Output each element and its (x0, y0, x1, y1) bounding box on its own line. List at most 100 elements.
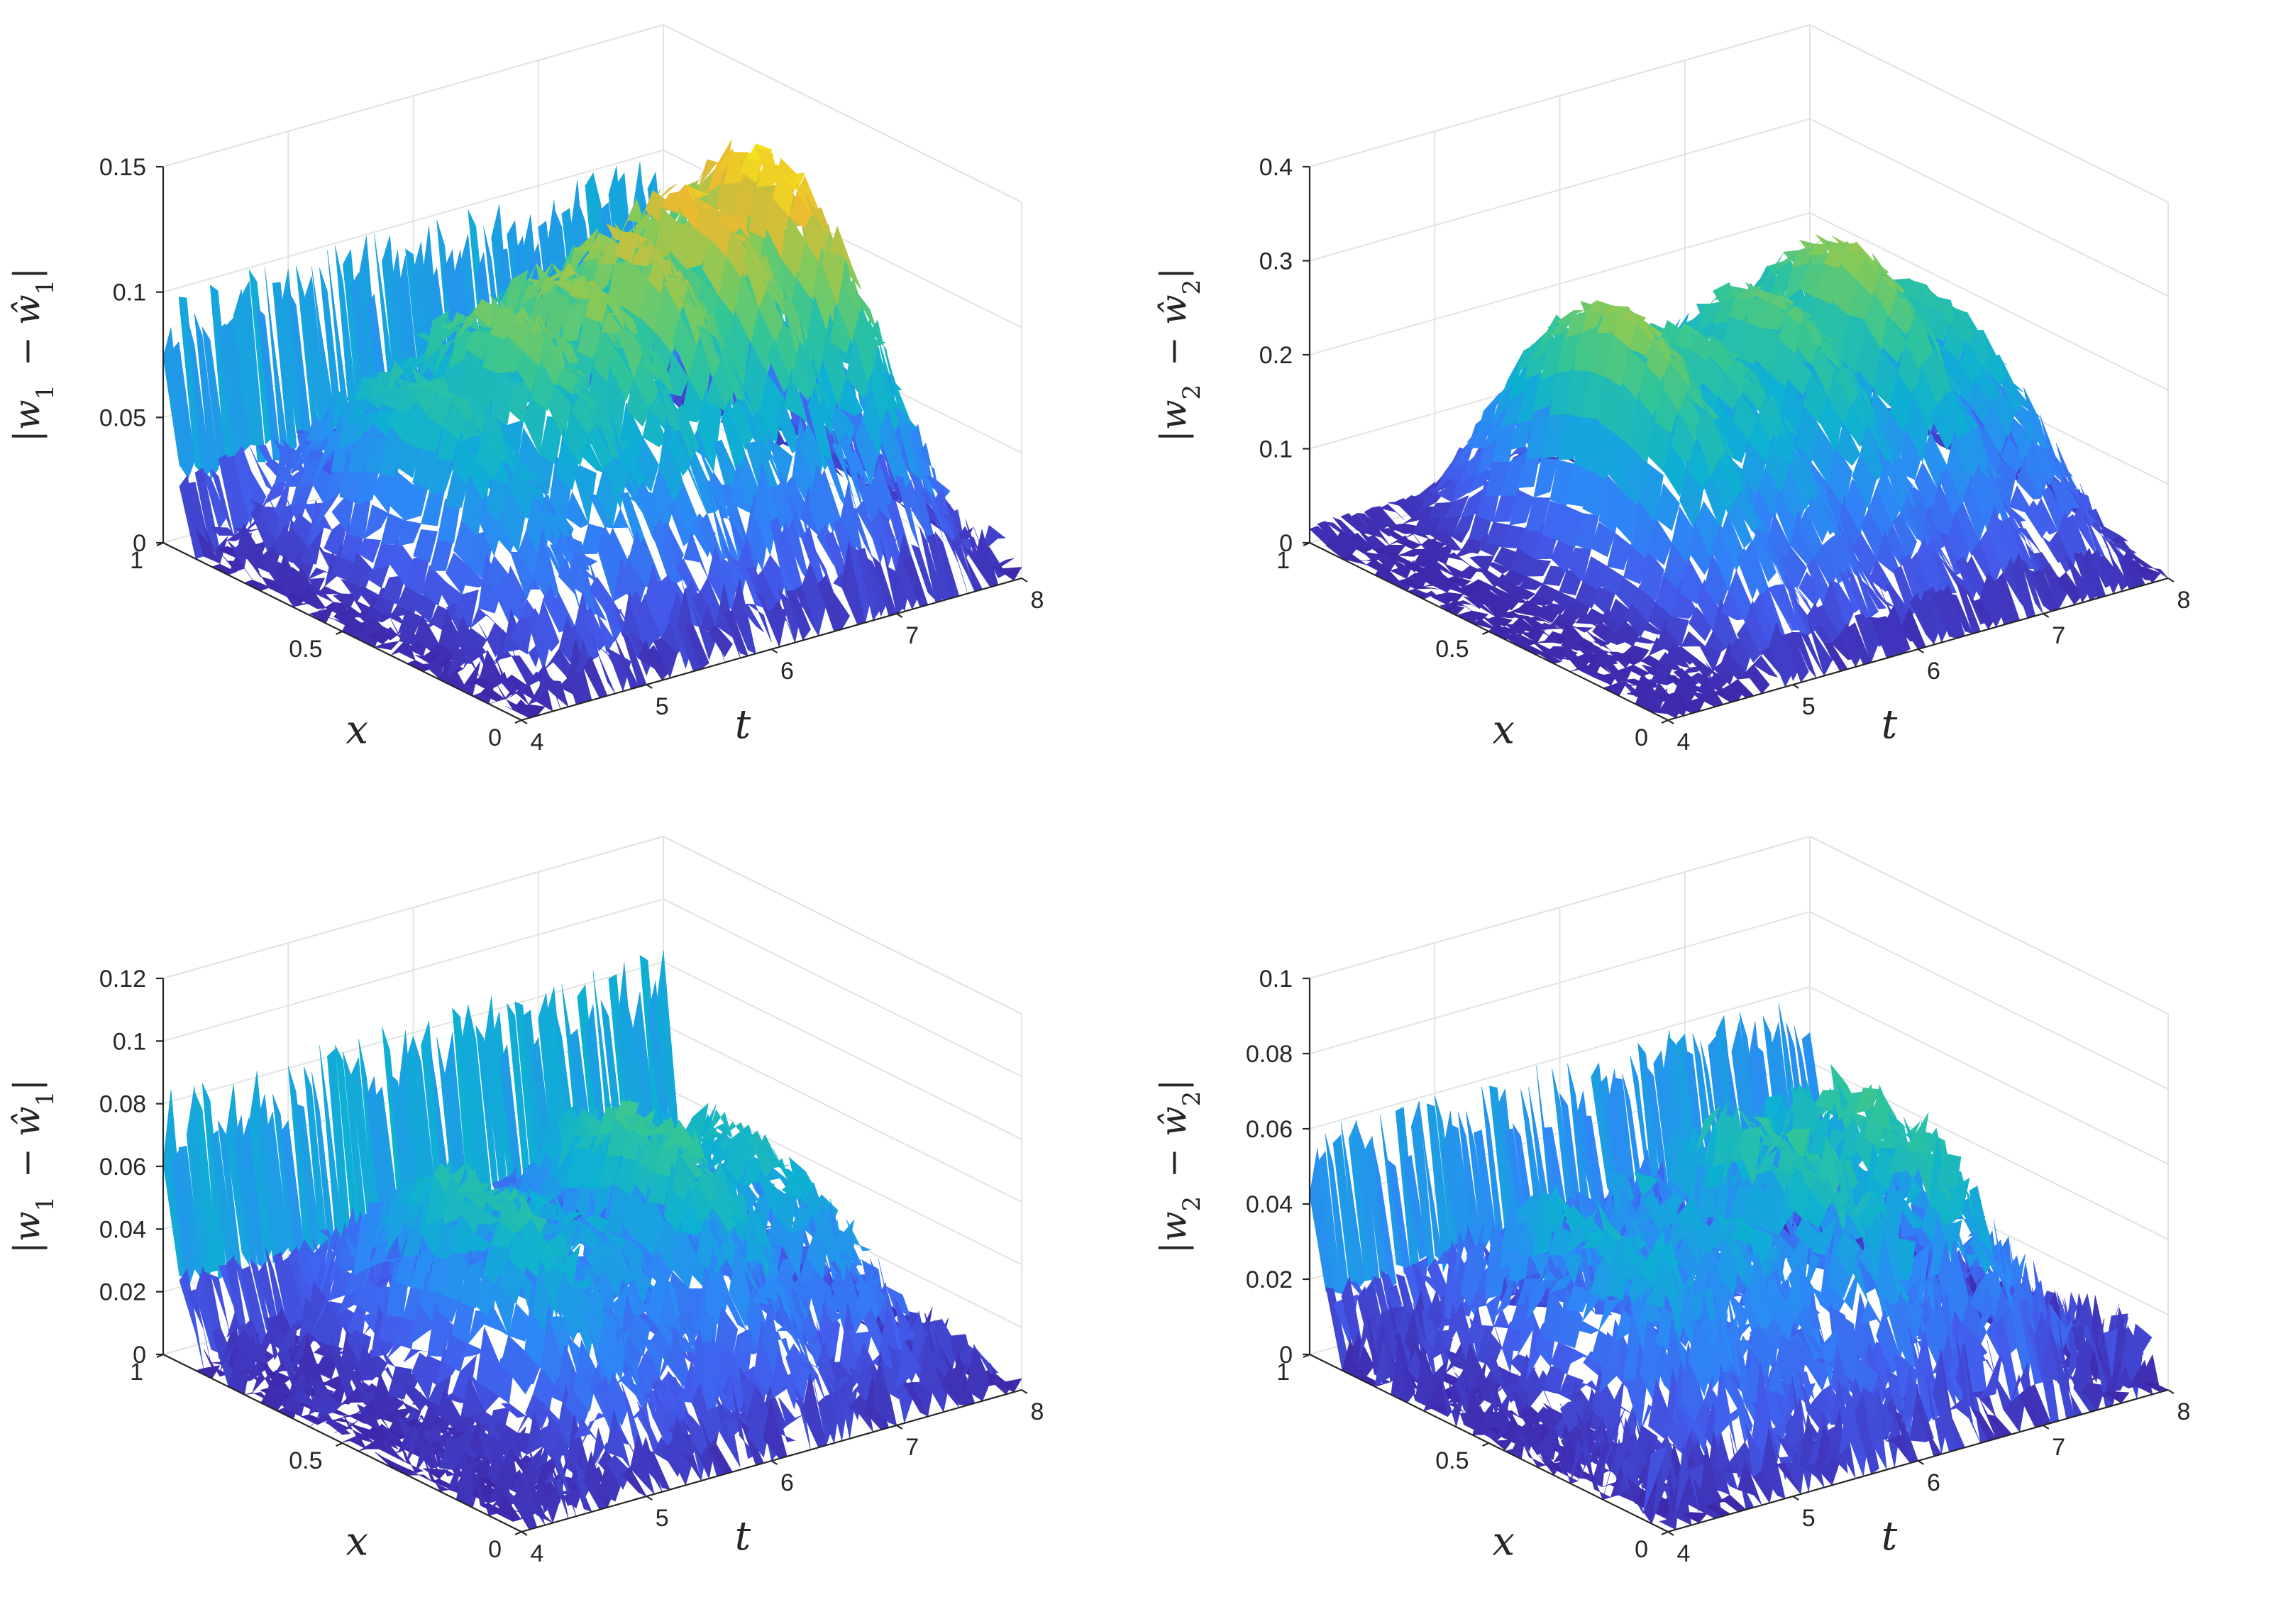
surface-plot-w2-bottom: 4 5 6 7 8 0 0.5 1 0 0.02 0.04 0.06 0.08 0.1 t x |w2 − ŵ2… (1146, 812, 2293, 1623)
surface-patch (684, 624, 709, 670)
surface-patch (1683, 329, 1708, 338)
gridline (1809, 212, 2169, 391)
surface-patch (589, 1095, 614, 1137)
surface-patch (1696, 1105, 1721, 1152)
surface-patch (871, 507, 897, 568)
surface-patch (877, 336, 902, 391)
surface-patch (304, 1238, 329, 1296)
surface-patch (1808, 620, 1833, 677)
surface-patch (895, 1339, 921, 1388)
surface (162, 139, 1022, 719)
surface-patch (2135, 565, 2161, 583)
surface-patch (585, 285, 610, 323)
gridline (1809, 118, 2169, 297)
surface-patch (1772, 405, 1797, 436)
surface-patch (1444, 495, 1469, 519)
surface-patch (1487, 616, 1513, 627)
z-tick-label: 0.08 (99, 1091, 146, 1118)
surface-patch (708, 625, 733, 658)
surface-patch (399, 1439, 424, 1474)
z-tick-label: 0.3 (1259, 248, 1293, 275)
surface-patch (2120, 548, 2145, 587)
surface-patch (2001, 495, 2027, 542)
surface-patch (272, 282, 297, 458)
surface-patch (1655, 482, 1680, 531)
z-tick-label: 0.1 (113, 1028, 146, 1055)
surface-patch (988, 558, 1015, 570)
surface-patch (833, 1356, 858, 1439)
t-tick-label: 5 (1802, 693, 1816, 720)
surface-patch (1784, 631, 1809, 683)
surface-patch (885, 350, 911, 431)
surface-patch (1743, 496, 1769, 534)
surface-patch (653, 184, 678, 204)
surface-patch (1752, 525, 1777, 582)
surface-patch (1745, 664, 1770, 694)
x-tick-label: 1 (1276, 547, 1290, 574)
surface-patch (573, 1107, 599, 1149)
surface-patch (753, 1286, 778, 1325)
z-tick-label: 0.2 (1259, 342, 1293, 369)
surface-patch (770, 1391, 796, 1442)
z-axis-label: |w1 − ŵ1| (6, 1079, 60, 1254)
t-tick-mark (896, 613, 903, 618)
surface-patch (241, 280, 266, 463)
surface-patch (626, 1253, 651, 1307)
surface-patch (2033, 497, 2058, 535)
surface-patch (1634, 1171, 1659, 1198)
t-tick-mark (1792, 684, 1799, 689)
surface-patch (758, 288, 784, 343)
surface-patch (316, 586, 341, 595)
z-label-bar-close: | (1153, 267, 1194, 280)
x-tick-mark (1482, 630, 1489, 636)
surface-patch (1752, 655, 1778, 678)
surface-patch (347, 431, 372, 473)
z-label-what: ŵ (6, 1106, 48, 1137)
surface-patch (966, 1343, 991, 1402)
gridline (663, 961, 1022, 1140)
t-axis-label: t (735, 1513, 751, 1559)
t-axis-label: t (1882, 702, 1898, 748)
surface-patch (241, 446, 267, 516)
z-tick-label: 0 (133, 530, 146, 557)
surface-patch (685, 184, 711, 201)
surface-patch (1526, 558, 1552, 577)
z-tick-label: 0 (1279, 530, 1293, 557)
surface-patch (424, 309, 450, 360)
surface-patch (1799, 238, 1824, 250)
surface-patch (942, 529, 968, 591)
surface-patch (547, 385, 572, 441)
surface-patch (739, 603, 764, 633)
surface-patch (325, 1419, 351, 1435)
surface-patch (1711, 419, 1736, 458)
surface-patch (838, 377, 863, 416)
surface-patch (194, 313, 219, 480)
z-label-bar-close: | (6, 267, 48, 280)
t-tick-mark (1917, 648, 1925, 653)
t-tick-label: 8 (1031, 587, 1044, 614)
z-label-minus: − (6, 325, 48, 377)
t-tick-mark (646, 684, 653, 689)
surface-plot-w1-bottom: 4 5 6 7 8 0 0.5 1 0 0.02 0.04 0.06 0.08 0.1 0.12 t x |w1 … (0, 812, 1146, 1623)
surface (1309, 1002, 2170, 1530)
surface-patch (1340, 513, 1366, 535)
t-axis-label: t (735, 702, 751, 748)
z-label-hatsub: 1 (31, 280, 60, 295)
surface-patch (225, 317, 250, 454)
surface-patch (523, 1199, 548, 1234)
surface-patch (980, 525, 1006, 554)
surface-patch (1728, 499, 1752, 548)
z-label-minus: − (1153, 325, 1194, 377)
surface-patch (265, 458, 291, 504)
surface (162, 950, 1022, 1530)
surface-patch (626, 1313, 651, 1357)
surface-patch (527, 263, 553, 287)
z-label-w: w (6, 1211, 48, 1242)
surface-patch (520, 704, 546, 717)
z-label-bar-close: | (6, 1079, 48, 1091)
surface-patch (1658, 1191, 1684, 1234)
surface-patch (403, 1348, 428, 1363)
t-tick-mark (521, 719, 528, 724)
